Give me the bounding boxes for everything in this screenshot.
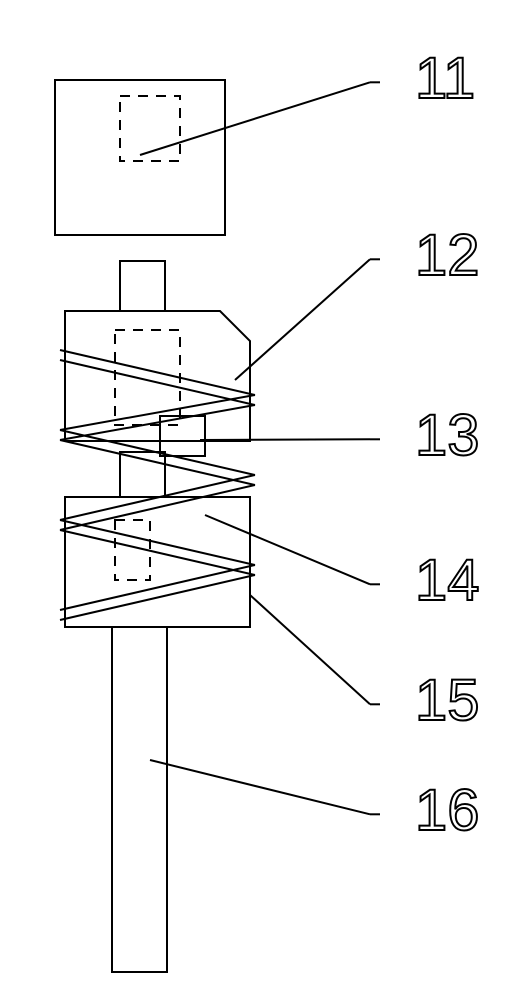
callout-labels: 11 12 13 14 15 16 (415, 46, 480, 843)
leader-lines (140, 82, 380, 814)
callout-label-16: 16 (415, 778, 480, 843)
callout-label-11: 11 (415, 46, 475, 111)
technical-diagram: 11 12 13 14 15 16 (0, 0, 532, 1000)
callout-label-12: 12 (415, 223, 480, 288)
callout-label-14: 14 (415, 548, 480, 613)
callout-label-13: 13 (415, 403, 480, 468)
callout-label-15: 15 (415, 668, 480, 733)
coil-spring (60, 350, 255, 620)
